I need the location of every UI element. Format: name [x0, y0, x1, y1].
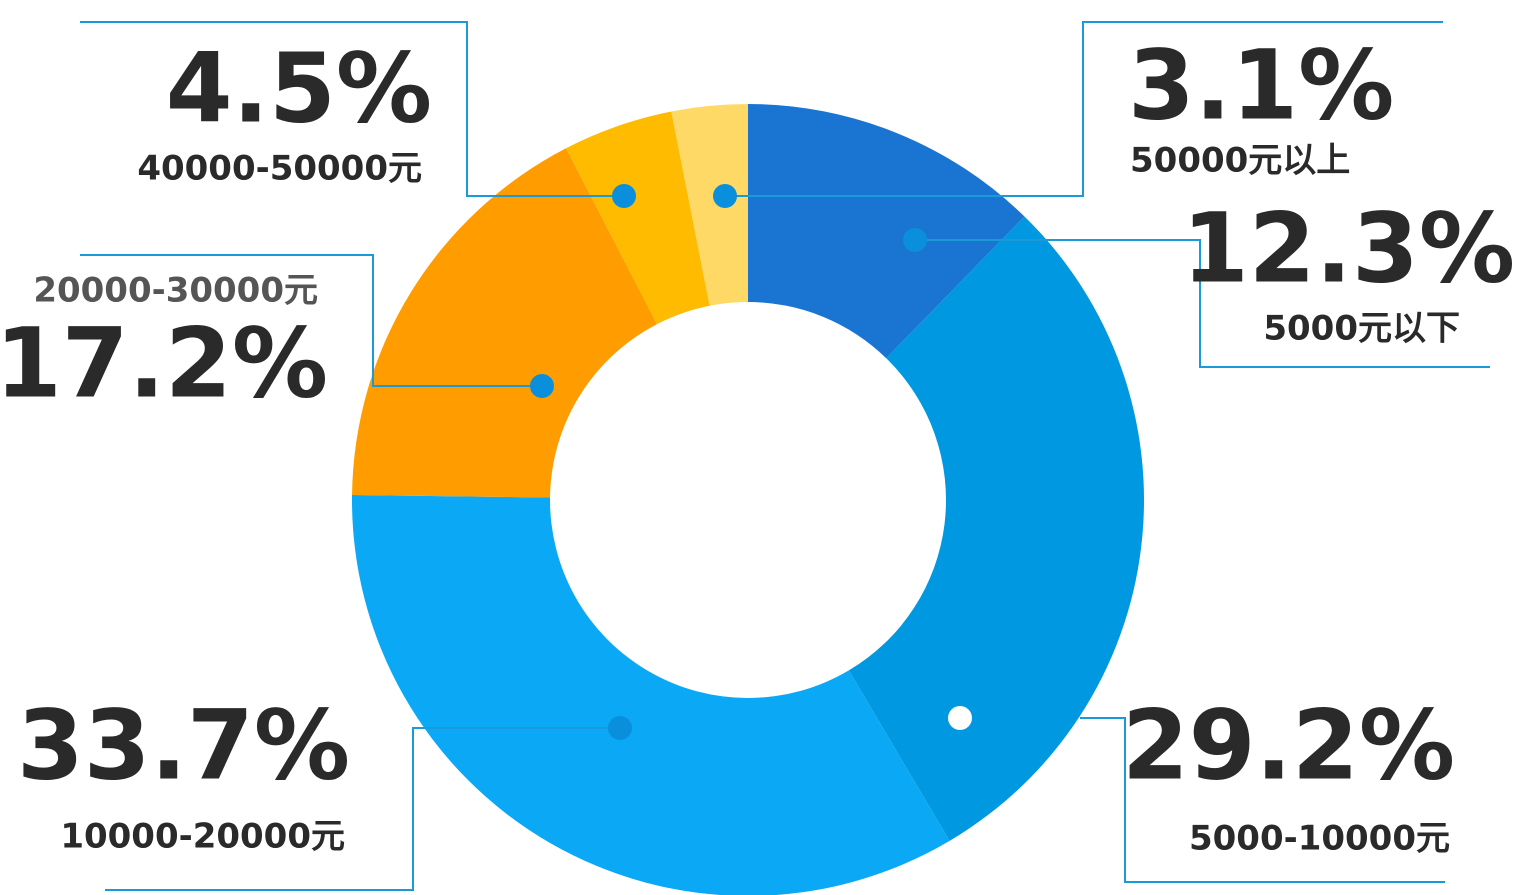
percent-label: 4.5% [166, 32, 432, 144]
leader-dot [612, 184, 636, 208]
leader-line [105, 727, 620, 891]
leader-line [80, 254, 542, 387]
donut-segment [352, 495, 950, 895]
donut-segment [671, 104, 748, 306]
percent-label: 33.7% [17, 689, 350, 801]
category-label: 40000-50000元 [137, 149, 422, 189]
leader-dot [713, 184, 737, 208]
percent-label: 3.1% [1128, 29, 1394, 141]
category-label: 10000-20000元 [60, 817, 345, 857]
leader-dot [608, 716, 632, 740]
category-label: 50000元以上 [1130, 141, 1350, 181]
percent-label: 17.2% [0, 307, 328, 419]
category-label: 5000-10000元 [1189, 819, 1450, 859]
category-label: 5000元以下 [1263, 309, 1460, 349]
leader-line [725, 21, 1443, 197]
percent-label: 12.3% [1182, 192, 1515, 304]
category-label: 20000-30000元 [33, 271, 318, 311]
leader-dot [530, 374, 554, 398]
leader-line [1080, 717, 1445, 883]
donut-segment [352, 148, 658, 498]
leader-line [915, 239, 1490, 368]
percent-label: 29.2% [1122, 689, 1455, 801]
leader-dot [903, 228, 927, 252]
donut-segment [566, 111, 710, 325]
leader-dot [948, 706, 972, 730]
leader-line [80, 21, 624, 197]
donut-segment [748, 104, 1025, 359]
donut-segment [848, 216, 1144, 841]
